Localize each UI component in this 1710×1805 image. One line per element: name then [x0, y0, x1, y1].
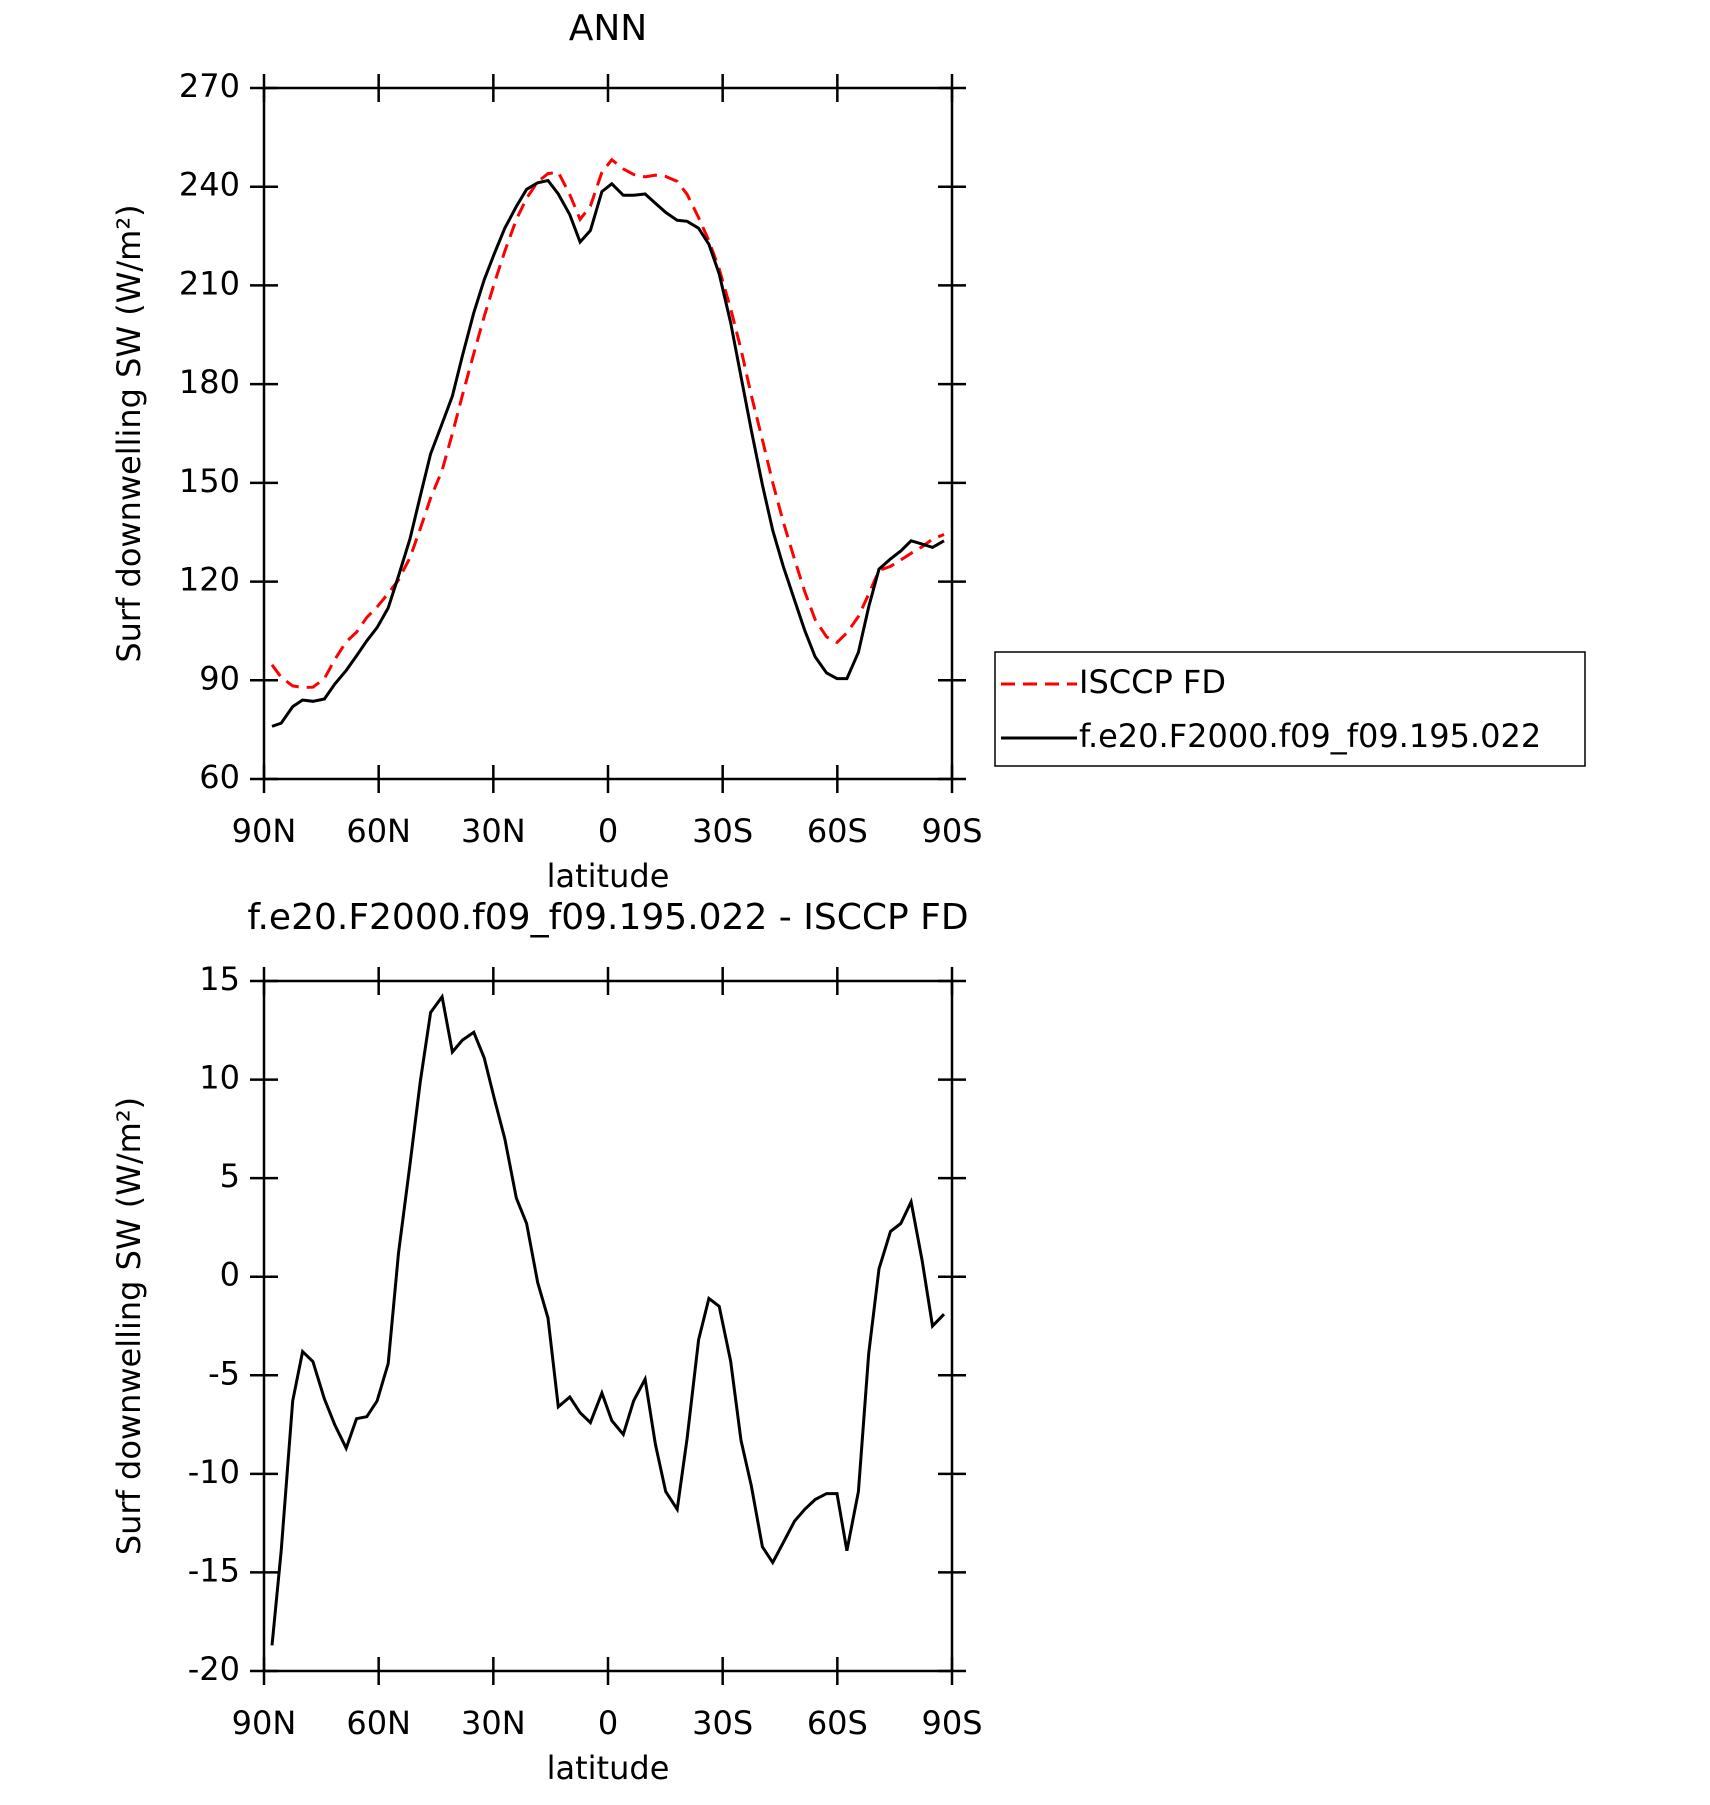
y-tick-label: 15 [199, 960, 240, 998]
data-line [270, 157, 945, 690]
x-tick-label: 0 [598, 1704, 618, 1742]
y-tick-label: 120 [179, 561, 240, 599]
x-tick-label: 0 [598, 812, 618, 850]
y-tick-label: 180 [179, 363, 240, 401]
x-tick-label: 90S [921, 1704, 982, 1742]
x-tick-label: 60S [807, 812, 868, 850]
plot-frame [262, 979, 954, 1673]
y-tick-label: -10 [188, 1453, 240, 1491]
y-tick-label: 150 [179, 462, 240, 500]
x-tick-label: 30N [461, 812, 526, 850]
legend-label: f.e20.F2000.f09_f09.195.022 [1079, 717, 1541, 755]
legend-label: ISCCP FD [1079, 663, 1226, 701]
x-tick-label: 60S [807, 1704, 868, 1742]
y-axis-label: Surf downwelling SW (W/m²) [110, 204, 148, 662]
y-tick-label: -20 [188, 1650, 240, 1688]
y-tick-label: 10 [199, 1059, 240, 1097]
data-line [270, 993, 946, 1646]
x-tick-label: 60N [346, 1704, 411, 1742]
legend-box [994, 651, 1586, 767]
x-axis-label: latitude [547, 1749, 670, 1787]
chart-title: f.e20.F2000.f09_f09.195.022 - ISCCP FD [247, 897, 968, 938]
x-tick-label: 30N [461, 1704, 526, 1742]
x-tick-label: 30S [692, 812, 753, 850]
y-tick-label: 5 [220, 1157, 240, 1195]
y-tick-label: -15 [188, 1551, 240, 1589]
x-tick-label: 90N [232, 812, 297, 850]
x-axis-label: latitude [547, 857, 670, 895]
y-tick-label: 60 [199, 758, 240, 796]
x-tick-label: 60N [346, 812, 411, 850]
y-tick-label: 0 [220, 1256, 240, 1294]
y-tick-label: 90 [199, 659, 240, 697]
y-tick-label: -5 [208, 1354, 240, 1392]
x-tick-label: 90N [232, 1704, 297, 1742]
x-tick-label: 90S [921, 812, 982, 850]
y-tick-label: 270 [179, 67, 240, 105]
data-line [271, 178, 945, 728]
x-tick-label: 30S [692, 1704, 753, 1742]
chart-title: ANN [569, 8, 648, 49]
y-tick-label: 210 [179, 264, 240, 302]
y-axis-label: Surf downwelling SW (W/m²) [110, 1097, 148, 1555]
y-tick-label: 240 [179, 166, 240, 204]
